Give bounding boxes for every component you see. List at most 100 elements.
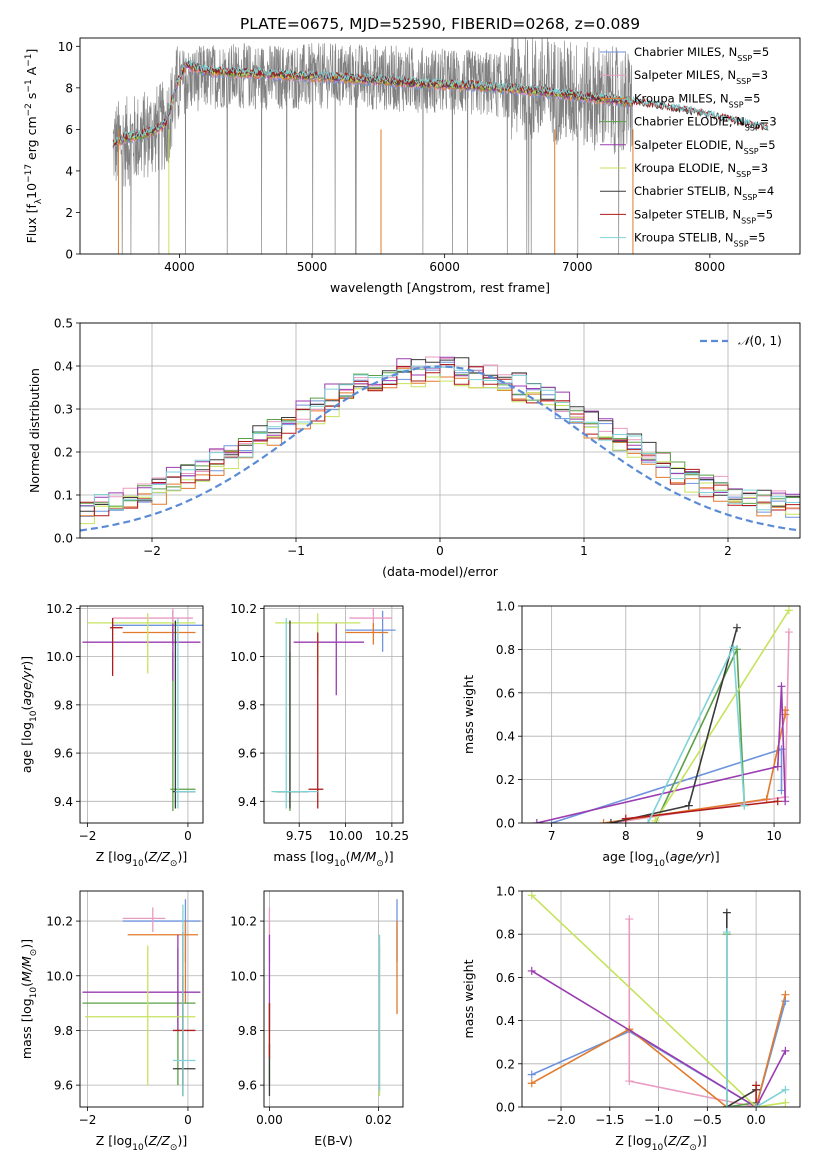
chart-residuals: −2 −1 0 1 2 0.0 0.1 0.2 0.3 0.4 0.5 (data-model)/er… (27, 317, 801, 579)
histogram-series-6 (80, 357, 800, 512)
weight-marker-5 (527, 891, 536, 900)
y-tick-label: 1.0 (496, 885, 515, 899)
x-axis-label: wavelength [Angstrom, rest frame] (330, 280, 550, 295)
plot-area-mass_vs_Z (82, 899, 201, 1097)
y-tick-label: 4 (65, 164, 73, 178)
legend-label-1: Salpeter MILES, NSSP=3 (634, 68, 768, 86)
weight-marker-5 (784, 606, 793, 615)
weight-marker-4 (777, 682, 786, 691)
plot-area-massweight_vs_Z (527, 891, 790, 1107)
y-tick-label: 9.8 (54, 1024, 73, 1038)
x-tick-label: −1 (287, 544, 305, 558)
weight-marker-2 (599, 819, 608, 823)
x-tick-label: −2 (143, 544, 161, 558)
y-axis-label: mass [log10(M/M⊙)] (19, 939, 39, 1059)
weight-marker-4 (781, 797, 790, 806)
legend-label-normal: 𝒩(0, 1) (738, 334, 782, 348)
plot-area-massweight_vs_age (532, 606, 793, 823)
legend-label-5: Kroupa ELODIE, NSSP=3 (634, 161, 768, 179)
x-tick-label: 0.0 (747, 1113, 766, 1127)
x-tick-label: 0.00 (256, 1113, 283, 1127)
weight-marker-8 (740, 801, 749, 810)
x-axis-label: (data-model)/error (382, 564, 499, 579)
x-tick-label: 10 (766, 829, 781, 843)
x-tick-label: 5000 (297, 260, 328, 274)
y-tick-label: 10 (58, 40, 73, 54)
y-tick-label: 9.8 (54, 698, 73, 712)
legend-label-6: Chabrier STELIB, NSSP=4 (634, 184, 774, 202)
x-axis-label: Z [log10(Z/Z⊙)] (96, 849, 187, 869)
weight-marker-8 (752, 1103, 761, 1107)
x-tick-label: −0.5 (693, 1113, 722, 1127)
chart-massweight_vs_age: 7 8 9 10 0.0 0.2 0.4 0.6 0.8 1.0 age [log10(age/yr… (461, 600, 801, 869)
x-tick-label: −1.0 (644, 1113, 673, 1127)
weight-marker-4 (532, 819, 541, 823)
legend-label-8: Kroupa STELIB, NSSP=5 (634, 231, 765, 249)
x-tick-label: 0 (184, 829, 192, 843)
axes-frame (521, 890, 801, 1108)
weight-marker-7 (752, 1081, 761, 1090)
figure-title: PLATE=0675, MJD=52590, FIBERID=0268, z=0… (240, 15, 640, 33)
y-tick-label: 0.5 (54, 317, 73, 331)
x-tick-label: 0.02 (365, 1113, 392, 1127)
weight-marker-7 (621, 814, 630, 823)
x-tick-label: 8 (622, 829, 630, 843)
weight-marker-6 (606, 819, 615, 823)
legend-label-7: Salpeter STELIB, NSSP=5 (634, 207, 773, 225)
y-tick-label: 0 (65, 248, 73, 262)
weight-marker-6 (684, 801, 693, 810)
y-tick-label: 9.4 (54, 795, 73, 809)
x-tick-label: 9.75 (286, 829, 313, 843)
weight-marker-4 (773, 762, 782, 771)
y-tick-label: 2 (65, 206, 73, 220)
x-tick-label: 10.00 (328, 829, 362, 843)
chart-mass_vs_EBV: 0.00 0.02 9.6 9.8 10.0 10.2 E(B-V) (230, 890, 404, 1148)
weight-line-6 (610, 627, 738, 823)
x-axis-label: Z [log10(Z/Z⊙)] (96, 1133, 187, 1153)
weight-marker-2 (781, 990, 790, 999)
y-tick-label: 9.6 (54, 747, 73, 761)
y-tick-label: 9.6 (238, 747, 257, 761)
y-tick-label: 0.4 (54, 360, 73, 374)
y-tick-label: 10.2 (230, 602, 257, 616)
x-tick-label: 7000 (562, 260, 593, 274)
y-axis-label: mass weight (461, 675, 476, 754)
model-line-8 (112, 57, 769, 144)
y-axis-label: age [log10(age/yr)] (19, 656, 39, 773)
y-tick-label: 8 (65, 81, 73, 95)
axes-frame (79, 322, 801, 539)
y-tick-label: 0.8 (496, 928, 515, 942)
x-tick-label: 7 (548, 829, 556, 843)
x-tick-label: 6000 (429, 260, 460, 274)
y-tick-label: 0.4 (496, 1014, 515, 1028)
y-tick-label: 0.0 (496, 1101, 515, 1115)
y-tick-label: 0.6 (496, 971, 515, 985)
y-tick-label: 9.6 (238, 1079, 257, 1093)
x-tick-label: 0 (184, 1113, 192, 1127)
y-tick-label: 10.0 (46, 969, 73, 983)
weight-marker-8 (722, 1103, 731, 1107)
x-tick-label: −2 (79, 829, 97, 843)
x-tick-label: −2.0 (546, 1113, 575, 1127)
histogram-series-7 (80, 364, 800, 517)
weight-marker-1 (784, 628, 793, 637)
weight-marker-8 (722, 928, 731, 937)
weight-marker-6 (722, 908, 731, 917)
y-tick-label: 9.6 (54, 1079, 73, 1093)
y-tick-label: 1.0 (496, 600, 515, 614)
weight-marker-4 (781, 1046, 790, 1055)
weight-line-2 (531, 994, 787, 1107)
weight-marker-8 (781, 1085, 790, 1094)
x-tick-label: 1 (580, 544, 588, 558)
y-tick-label: 10.2 (46, 915, 73, 929)
y-tick-label: 0.8 (496, 643, 515, 657)
x-axis-label: Z [log10(Z/Z⊙)] (615, 1133, 706, 1153)
x-tick-label: 9 (696, 829, 704, 843)
y-tick-label: 0.4 (496, 730, 515, 744)
y-tick-label: 9.8 (238, 698, 257, 712)
y-tick-label: 0.1 (54, 489, 73, 503)
weight-marker-5 (651, 816, 660, 823)
weight-marker-1 (625, 915, 634, 924)
x-tick-label: 2 (724, 544, 732, 558)
y-tick-label: 10.0 (230, 969, 257, 983)
